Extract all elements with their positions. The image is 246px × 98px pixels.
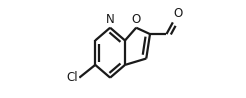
Text: N: N: [106, 13, 114, 26]
Text: Cl: Cl: [66, 71, 78, 84]
Text: O: O: [173, 7, 183, 20]
Text: O: O: [132, 13, 141, 26]
